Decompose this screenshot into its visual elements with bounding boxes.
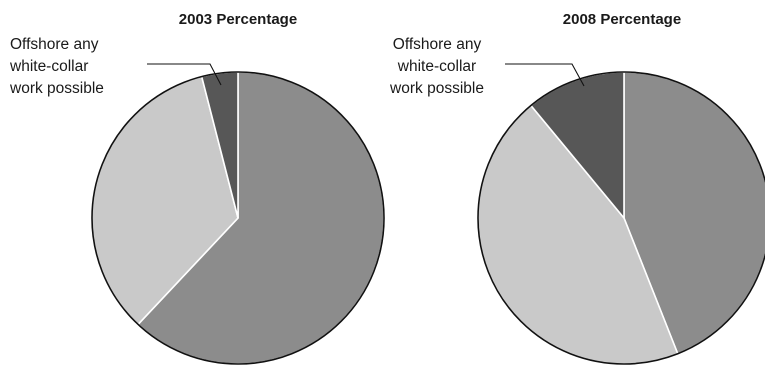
pie-chart-1: 2003 Percentage [91, 11, 385, 365]
slice-label-any-line-3: work possible [389, 80, 484, 97]
chart-title: 2003 Percentage [179, 11, 297, 28]
pie-chart-2: 2008 Percentage [477, 11, 765, 365]
chart-title: 2008 Percentage [563, 11, 681, 28]
slice-label-any-line-3: work possible [9, 80, 104, 97]
slice-label-any-line-2: white-collar [9, 58, 88, 75]
slice-label-any-line-2: white-collar [397, 58, 476, 75]
slice-label-any-line-1: Offshore any [393, 36, 482, 53]
callout-leader-line [147, 63, 222, 86]
callout-leader-line [505, 63, 585, 87]
pie-outline [477, 71, 765, 365]
slice-label-any-line-1: Offshore any [10, 36, 99, 53]
pie-outline [91, 71, 385, 365]
